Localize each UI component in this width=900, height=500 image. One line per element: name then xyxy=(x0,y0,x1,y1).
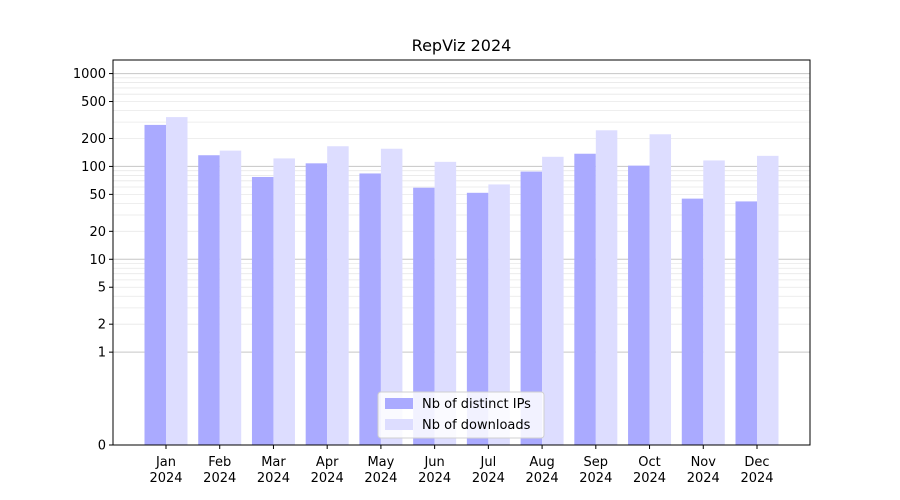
x-tick-label-year: 2024 xyxy=(149,471,182,486)
bar-downloads xyxy=(649,134,672,445)
x-tick-label-month: Feb xyxy=(208,455,231,470)
x-tick-label-year: 2024 xyxy=(257,471,290,486)
x-tick-label-month: Oct xyxy=(638,455,660,470)
bar-distinct-ips xyxy=(251,176,274,446)
x-tick-label-year: 2024 xyxy=(311,471,344,486)
x-tick-label-month: Jul xyxy=(480,455,497,470)
legend-label: Nb of downloads xyxy=(422,418,531,433)
y-tick-label: 500 xyxy=(81,95,106,110)
bar-downloads xyxy=(542,156,564,446)
x-tick-label-year: 2024 xyxy=(418,471,451,486)
bar-distinct-ips xyxy=(413,187,435,445)
bar-distinct-ips xyxy=(735,201,757,445)
y-tick-label: 10 xyxy=(89,253,106,268)
y-tick-label: 0 xyxy=(98,439,106,454)
bar-downloads xyxy=(595,130,618,445)
x-tick-label-month: Mar xyxy=(261,455,286,470)
bar-downloads xyxy=(219,150,242,445)
x-tick-label-month: Jan xyxy=(155,455,176,470)
bar-distinct-ips xyxy=(359,173,381,446)
plot-frame xyxy=(112,59,811,446)
bars xyxy=(144,117,779,446)
x-tick-label-year: 2024 xyxy=(472,471,505,486)
bar-downloads xyxy=(327,146,349,445)
bar-distinct-ips xyxy=(305,163,328,445)
x-tick-label-month: Sep xyxy=(584,455,609,470)
y-tick-label: 5 xyxy=(98,281,106,296)
bar-distinct-ips xyxy=(466,192,489,445)
x-axis: Jan2024Feb2024Mar2024Apr2024May2024Jun20… xyxy=(149,445,774,486)
bar-distinct-ips xyxy=(628,165,650,446)
bar-downloads xyxy=(703,160,725,446)
y-tick-label: 50 xyxy=(89,188,106,203)
chart-title: RepViz 2024 xyxy=(412,36,512,55)
y-tick-label: 1 xyxy=(98,346,106,361)
y-tick-label: 200 xyxy=(81,132,106,147)
x-tick-label-month: Apr xyxy=(316,455,339,470)
legend-swatch xyxy=(385,398,413,409)
y-tick-label: 2 xyxy=(98,318,106,333)
legend-label: Nb of distinct IPs xyxy=(422,397,531,412)
bar-distinct-ips xyxy=(681,198,704,445)
x-tick-label-month: Dec xyxy=(744,455,769,470)
x-tick-label-year: 2024 xyxy=(364,471,397,486)
bar-downloads xyxy=(434,161,457,445)
bar-distinct-ips xyxy=(520,171,543,446)
legend: Nb of distinct IPs Nb of downloads xyxy=(377,391,545,439)
y-tick-label: 100 xyxy=(81,160,106,175)
x-tick-label-year: 2024 xyxy=(526,471,559,486)
bar-downloads xyxy=(380,148,403,446)
legend-swatch xyxy=(385,419,413,430)
x-tick-label-year: 2024 xyxy=(203,471,236,486)
bar-downloads xyxy=(166,117,188,445)
bar-downloads xyxy=(757,155,779,445)
x-tick-label-month: May xyxy=(367,455,394,470)
bar-downloads xyxy=(273,158,295,445)
y-tick-label: 20 xyxy=(89,225,106,240)
x-tick-label-year: 2024 xyxy=(633,471,666,486)
legend-box xyxy=(377,391,545,439)
bar-distinct-ips xyxy=(574,153,596,446)
x-tick-label-month: Nov xyxy=(691,455,717,470)
x-tick-label-month: Aug xyxy=(529,455,554,470)
x-tick-label-year: 2024 xyxy=(579,471,612,486)
bar-distinct-ips xyxy=(198,155,220,445)
bar-distinct-ips xyxy=(144,124,166,446)
x-tick-label-month: Jun xyxy=(423,455,444,470)
x-tick-label-year: 2024 xyxy=(687,471,720,486)
bar-downloads xyxy=(488,184,510,445)
y-tick-label: 1000 xyxy=(73,67,106,82)
x-tick-label-year: 2024 xyxy=(740,471,773,486)
y-axis: 0 1 2 5 10 20 50 100 200 500 1000 xyxy=(73,67,113,454)
